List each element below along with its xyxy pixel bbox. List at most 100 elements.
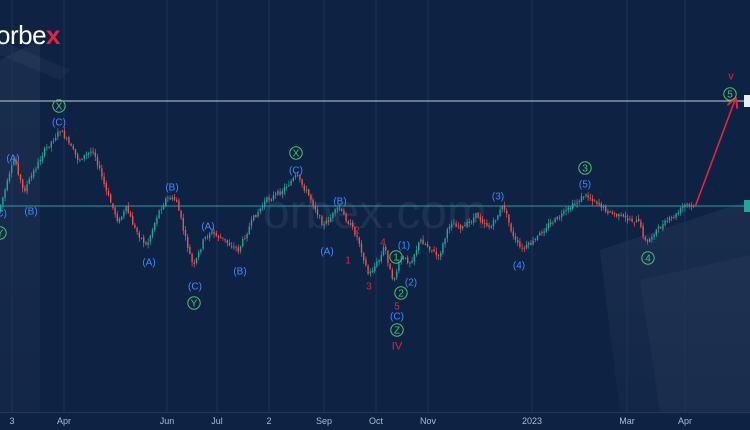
candle-body [486,222,488,226]
watermark-text: orbex.com [263,186,487,239]
candle-body [264,201,266,207]
resistance-price-tag [744,95,750,107]
candle-body [182,217,184,231]
candle-body [334,209,336,214]
candle-body [312,200,314,206]
x-tick: Mar [619,416,635,426]
candle-body [132,215,134,225]
candle-body [635,219,638,223]
x-tick: Jun [159,416,175,426]
candle-body [649,238,651,242]
wave-label-circle [389,250,403,264]
candle-body [228,242,231,246]
wave-label-circle [0,226,7,240]
candle-body [143,237,145,243]
candle-body [536,236,539,240]
candle-body [235,247,237,249]
candle-body [690,205,693,207]
candle-body [35,168,37,171]
candle-body [6,180,8,190]
candle-body [171,197,173,200]
candle-body [246,233,248,239]
candle-body [481,219,484,223]
wave-label: (1) [398,241,410,252]
wave-label: (C) [52,118,66,129]
candle-body [30,175,33,179]
wave-label: (A) [6,154,19,165]
candle-body [631,218,633,222]
wave-label: 1 [393,253,399,264]
candle-body [501,205,503,210]
candle-body [116,213,118,222]
candle-body [50,141,52,148]
candle-body [266,197,268,202]
candle-body [48,146,50,148]
candle-body [664,220,666,226]
wave-label: IV [392,341,403,353]
wave-label: (B) [24,207,37,218]
wave-labels: (A) (B) (C) Y X (C) (B) (A) (A) (B) (C) Y X (C) (B) (A)… [0,71,737,353]
x-tick: Nov [419,416,437,426]
candle-body [682,206,684,209]
wave-label: 2 [354,226,360,237]
candle-body [341,209,343,211]
candle-body [160,209,162,211]
candle-body [433,249,435,252]
candle-body [356,235,358,237]
candle-body [2,197,4,205]
wave-label: (B) [165,183,178,194]
candle-body [642,226,644,237]
candle-body [389,263,391,270]
candle-body [462,226,464,229]
candle-body [547,223,550,229]
candle-body [369,271,371,274]
wave-label-circle [52,99,66,113]
candle-body [554,218,556,223]
candle-body [442,243,444,253]
candle-body [616,214,618,217]
candle-body [512,231,514,237]
wave-label: 1 [345,256,351,267]
candle-body [0,204,2,212]
candle-body [622,214,624,217]
candle-body [33,170,35,177]
candle-body [244,237,246,239]
candle-body [552,222,554,224]
candle-body [420,239,422,243]
candle-body [140,238,143,239]
candle-body [68,137,70,144]
candle-body [19,174,22,180]
candle-body [94,152,96,157]
wave-label-circle [187,296,201,310]
candle-body [583,196,585,198]
candle-body [629,219,631,221]
wave-label: (C) [289,166,303,177]
candle-body [103,176,105,184]
candle-body [684,204,686,208]
candle-body [178,200,180,211]
candle-body [72,146,74,150]
candle-body [488,225,490,228]
candle-body [365,259,367,266]
candle-body [561,213,563,218]
candle-body [292,177,294,181]
candle-body [484,223,486,224]
x-axis: 3 Apr Jun Jul 2 Sep Oct Nov 2023 Mar Apr [0,412,750,430]
candle-body [374,266,376,272]
candle-body [8,173,11,181]
wave-label: 4 [380,238,386,249]
candle-body [497,215,499,220]
candle-body [118,218,121,222]
candle-body [277,190,279,195]
candle-body [81,158,83,160]
candle-body [354,227,356,236]
candle-body [169,198,171,200]
candle-body [523,247,525,249]
candle-body [17,163,19,175]
candle-body [22,179,24,189]
candle-body [688,204,690,206]
candle-body [90,151,92,154]
candle-body [679,208,682,214]
candle-body [272,194,275,200]
candle-body [286,187,288,188]
